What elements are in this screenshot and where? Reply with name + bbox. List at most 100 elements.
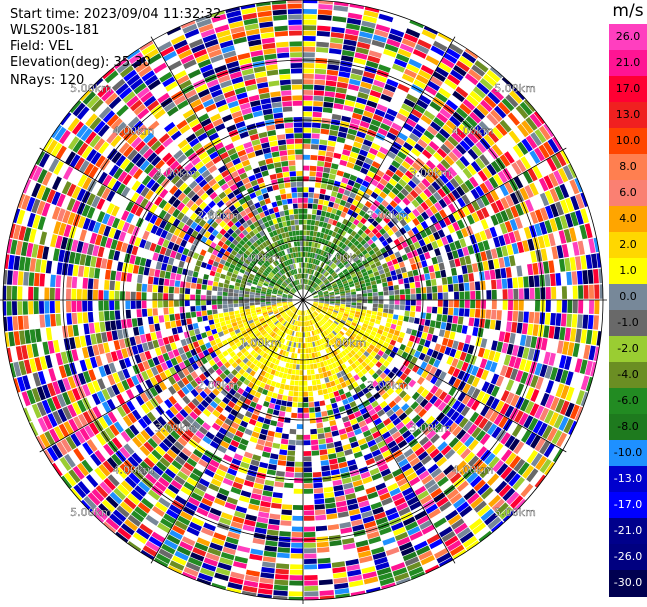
gate-cell	[540, 338, 548, 351]
gate-cell	[438, 198, 447, 209]
gate-cell	[334, 233, 341, 240]
gate-cell	[79, 359, 88, 372]
gate-cell	[356, 293, 362, 297]
gate-cell	[276, 294, 282, 297]
gate-cell	[555, 273, 562, 286]
gate-cell	[26, 196, 36, 212]
gate-cell	[416, 300, 422, 306]
gate-cell	[87, 492, 101, 506]
gate-cell	[270, 397, 277, 404]
gate-cell	[179, 287, 185, 294]
gate-cell	[168, 376, 177, 385]
gate-cell	[405, 137, 417, 147]
gate-cell	[73, 484, 87, 499]
gate-cell	[194, 542, 209, 552]
gate-cell	[313, 302, 319, 305]
gate-cell	[190, 306, 196, 312]
gate-cell	[316, 322, 321, 328]
gate-cell	[186, 275, 192, 283]
gate-cell	[372, 506, 385, 515]
gate-cell	[168, 464, 180, 475]
gate-cell	[385, 422, 395, 431]
gate-cell	[325, 252, 330, 258]
gate-cell	[455, 107, 468, 119]
gate-cell	[454, 300, 459, 308]
gate-cell	[388, 285, 394, 291]
gate-cell	[339, 321, 345, 326]
gate-cell	[322, 277, 327, 282]
gate-cell	[142, 342, 149, 352]
gate-cell	[274, 404, 281, 411]
gate-cell	[327, 309, 333, 313]
gate-cell	[92, 380, 101, 392]
gate-cell	[255, 302, 260, 305]
gate-cell	[28, 315, 35, 329]
gate-cell	[391, 122, 402, 132]
gate-cell	[124, 476, 137, 489]
gate-cell	[289, 428, 297, 435]
gate-cell	[270, 420, 278, 427]
gate-cell	[441, 430, 451, 441]
gate-cell	[558, 167, 569, 183]
gate-cell	[374, 29, 389, 38]
gate-cell	[203, 370, 211, 378]
gate-cell	[253, 317, 259, 322]
gate-cell	[469, 254, 477, 264]
gate-cell	[286, 310, 291, 315]
gate-cell	[403, 385, 412, 394]
gate-cell	[569, 328, 577, 342]
gate-cell	[203, 274, 209, 280]
gate-cell	[506, 491, 520, 505]
gate-cell	[166, 449, 178, 459]
gate-cell	[179, 306, 185, 313]
gate-cell	[207, 310, 213, 316]
gate-cell	[410, 288, 416, 294]
gate-cell	[365, 282, 371, 287]
gate-cell	[383, 48, 397, 58]
gate-cell	[348, 327, 354, 332]
gate-cell	[158, 381, 168, 391]
gate-cell	[304, 316, 307, 321]
gate-cell	[336, 280, 342, 285]
gate-cell	[430, 375, 439, 385]
gate-cell	[372, 551, 387, 560]
gate-cell	[293, 308, 297, 313]
gate-cell	[308, 192, 314, 198]
gate-cell	[446, 234, 454, 244]
gate-cell	[293, 314, 297, 320]
gate-cell	[225, 354, 232, 361]
gate-cell	[485, 395, 495, 407]
gate-cell	[324, 297, 330, 299]
gate-cell	[434, 343, 442, 352]
gate-cell	[185, 306, 191, 313]
gate-cell	[224, 316, 230, 321]
gate-cell	[438, 557, 453, 567]
gate-cell	[329, 325, 335, 330]
gate-cell	[431, 181, 441, 191]
gate-cell	[330, 119, 341, 126]
gate-cell	[269, 337, 275, 344]
gate-cell	[276, 421, 284, 428]
gate-cell	[370, 263, 377, 269]
gate-cell	[180, 353, 188, 361]
gate-cell	[435, 321, 442, 329]
gate-cell	[299, 310, 302, 316]
gate-cell	[67, 390, 77, 403]
gate-cell	[279, 525, 292, 532]
gate-cell	[401, 254, 409, 261]
gate-cell	[423, 354, 431, 363]
gate-cell	[386, 204, 394, 212]
gate-cell	[303, 19, 317, 25]
gate-cell	[540, 392, 550, 407]
gate-cell	[63, 421, 74, 435]
gate-cell	[509, 332, 516, 344]
gate-cell	[500, 197, 510, 210]
gate-cell	[436, 352, 444, 361]
gate-cell	[262, 359, 268, 365]
gate-cell	[480, 309, 486, 319]
gate-cell	[404, 346, 411, 354]
gate-cell	[324, 281, 330, 286]
gate-cell	[377, 409, 386, 417]
gate-cell	[285, 351, 289, 357]
gate-cell	[292, 347, 296, 353]
